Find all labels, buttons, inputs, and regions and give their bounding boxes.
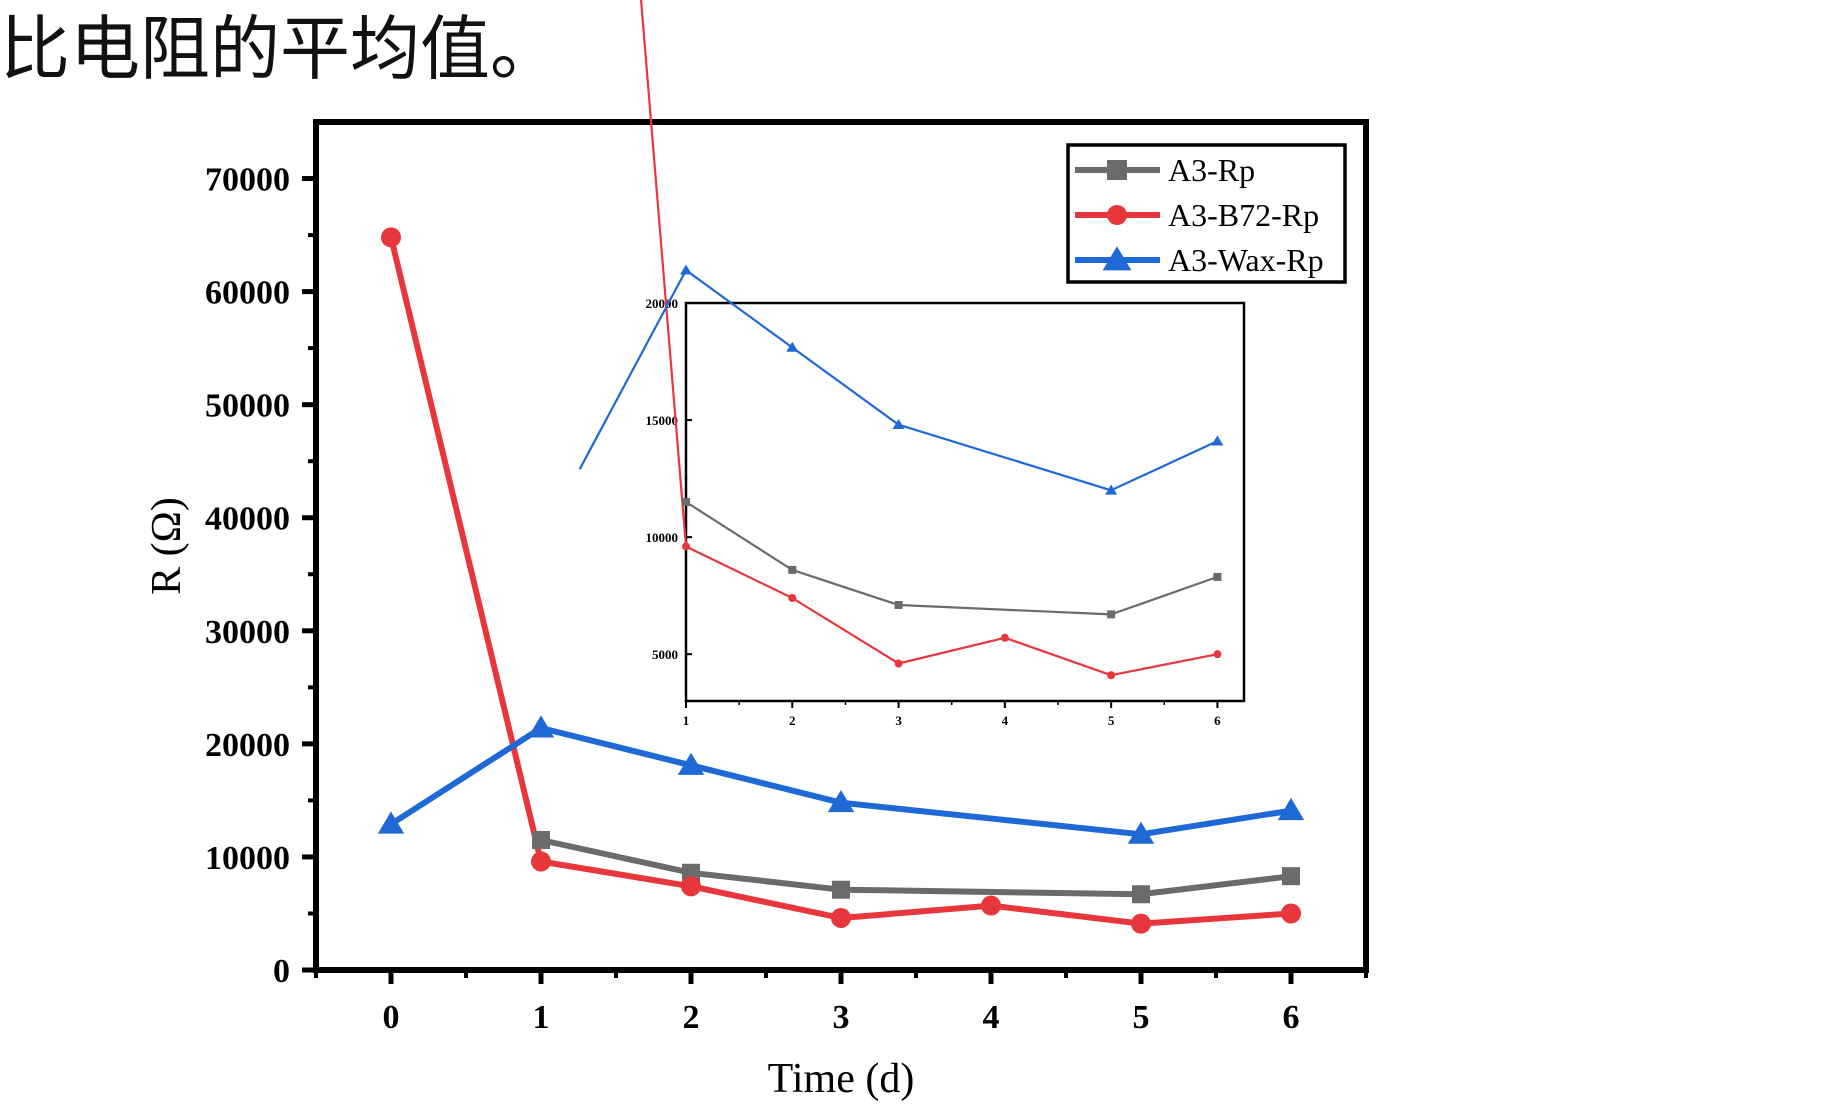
data-point-a3-wax-rp — [1127, 821, 1155, 844]
inset-frame — [684, 301, 1246, 703]
data-point-a3-wax-rp — [377, 811, 405, 834]
inset-data-point-a3-wax-rp — [892, 418, 905, 430]
caption-text: 比电阻的平均值。 — [0, 8, 560, 90]
inset-data-point-a3-b72-rp — [1107, 671, 1116, 680]
legend-marker-a3-wax-rp — [1102, 246, 1132, 271]
inset-series-line-a3-wax-rp — [578, 269, 1218, 492]
y-tick-label: 50000 — [205, 388, 290, 425]
data-point-a3-wax-rp — [677, 752, 705, 775]
y-tick-label: 40000 — [205, 501, 290, 538]
inset-x-tick-label: 4 — [1002, 713, 1009, 728]
main-axes: 0 10000 20000 30000 40000 50000 60000 70000 0 1 2 3… — [205, 162, 1368, 1036]
series-line-a3-rp — [540, 837, 1292, 898]
inset-y-tick-label: 10000 — [646, 530, 679, 545]
y-tick-label: 60000 — [205, 275, 290, 312]
x-tick-label: 3 — [833, 999, 850, 1036]
y-axis-title: R (Ω) — [144, 497, 190, 595]
x-tick-label: 4 — [983, 999, 1000, 1036]
inset-data-point-a3-b72-rp — [894, 659, 903, 668]
inset-x-tick-label: 6 — [1214, 713, 1221, 728]
data-point-a3-rp — [1132, 885, 1150, 904]
inset-data-point-a3-b72-rp — [788, 593, 797, 602]
main-series — [377, 227, 1305, 934]
inset-data-point-a3-wax-rp — [1105, 484, 1118, 495]
x-tick-label: 1 — [533, 999, 550, 1036]
inset-y-tick-label: 5000 — [652, 647, 678, 662]
y-tick-label: 0 — [273, 953, 290, 990]
inset-y-tick-label: 15000 — [646, 413, 679, 428]
inset-data-point-a3-wax-rp — [1211, 435, 1224, 446]
y-tick-label: 70000 — [205, 162, 290, 199]
legend-label-a3-wax-rp: A3-Wax-Rp — [1168, 242, 1324, 278]
x-tick-label: 0 — [383, 999, 400, 1036]
inset-data-point-a3-b72-rp — [682, 542, 690, 551]
data-point-a3-b72-rp — [1281, 903, 1301, 924]
inset-data-point-a3-rp — [788, 565, 797, 574]
data-point-a3-wax-rp — [827, 790, 855, 813]
data-point-a3-wax-rp — [1277, 797, 1305, 821]
data-point-a3-b72-rp — [831, 907, 851, 928]
inset-chart: 5000 10000 15000 20000 1 2 3 4 5 6 — [578, 0, 1246, 728]
data-point-a3-b72-rp — [1131, 913, 1151, 934]
inset-data-point-a3-b72-rp — [1000, 633, 1009, 642]
inset-x-tick-label: 2 — [789, 713, 796, 728]
legend-marker-a3-rp — [1107, 160, 1127, 180]
data-point-a3-wax-rp — [527, 715, 555, 738]
inset-y-tick-label: 20000 — [646, 296, 679, 311]
legend: A3-Rp A3-B72-Rp A3-Wax-Rp — [1066, 143, 1347, 284]
legend-label-a3-rp: A3-Rp — [1168, 152, 1255, 188]
data-point-a3-rp — [532, 830, 550, 849]
inset-axes: 5000 10000 15000 20000 1 2 3 4 5 6 — [646, 296, 1222, 728]
legend-marker-a3-b72-rp — [1107, 205, 1127, 225]
legend-label-a3-b72-rp: A3-B72-Rp — [1168, 197, 1319, 233]
y-tick-label: 20000 — [205, 727, 290, 764]
inset-x-tick-label: 3 — [895, 713, 902, 728]
y-tick-label: 10000 — [205, 840, 290, 877]
data-point-a3-rp — [1282, 867, 1300, 886]
data-point-a3-b72-rp — [531, 851, 551, 872]
series-line-a3-wax-rp — [389, 725, 1292, 838]
inset-data-point-a3-rp — [1213, 572, 1222, 581]
data-point-a3-b72-rp — [981, 895, 1001, 916]
y-tick-label: 30000 — [205, 614, 290, 651]
x-axis-title: Time (d) — [768, 1056, 915, 1102]
inset-x-tick-label: 5 — [1108, 713, 1115, 728]
data-point-a3-rp — [832, 880, 850, 899]
inset-data-point-a3-wax-rp — [680, 264, 692, 275]
inset-data-point-a3-wax-rp — [786, 341, 799, 352]
data-point-a3-rp — [682, 863, 700, 882]
inset-data-point-a3-rp — [1107, 610, 1116, 619]
data-point-a3-b72-rp — [381, 227, 401, 248]
data-point-a3-b72-rp — [681, 876, 701, 897]
x-tick-label: 2 — [683, 999, 700, 1036]
x-tick-label: 6 — [1283, 999, 1300, 1036]
inset-data-point-a3-rp — [894, 601, 903, 610]
inset-x-tick-label: 1 — [683, 713, 690, 728]
inset-series — [578, 0, 1224, 680]
inset-data-point-a3-rp — [682, 498, 690, 506]
inset-data-point-a3-b72-rp — [1213, 650, 1222, 659]
x-tick-label: 5 — [1133, 999, 1150, 1036]
